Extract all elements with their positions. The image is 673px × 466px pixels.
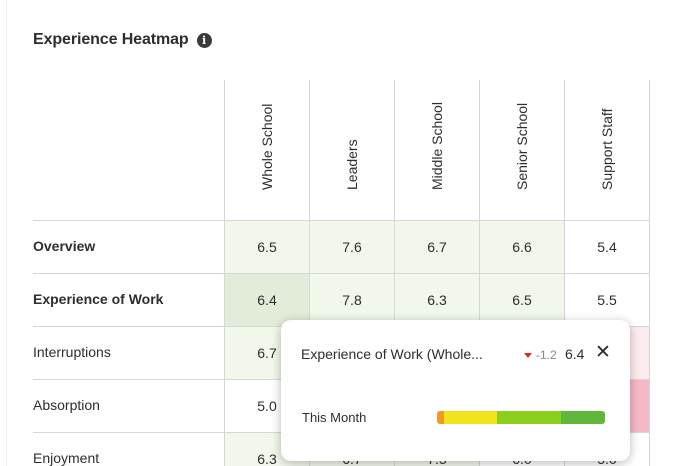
grid-horizontal-line xyxy=(33,273,650,274)
tooltip-score: 6.4 xyxy=(565,346,585,362)
triangle-down-icon xyxy=(524,352,532,358)
row-label[interactable]: Absorption xyxy=(33,397,100,413)
distribution-bar-segment xyxy=(497,411,562,424)
heatmap-cell[interactable]: 5.4 xyxy=(565,221,649,273)
distribution-bar-segment xyxy=(443,411,498,424)
distribution-bar xyxy=(437,411,605,424)
column-header-label: Support Staff xyxy=(598,108,615,190)
column-header[interactable]: Whole School xyxy=(224,80,309,220)
column-header-label: Senior School xyxy=(513,102,530,190)
tooltip-period-label: This Month xyxy=(302,410,367,425)
heatmap-cell[interactable]: 6.3 xyxy=(395,274,479,326)
heatmap-header: Experience Heatmap i xyxy=(33,29,212,51)
heatmap-cell[interactable]: 6.6 xyxy=(480,221,564,273)
tooltip-delta-value: -1.2 xyxy=(536,348,557,362)
row-label[interactable]: Interruptions xyxy=(33,344,111,360)
row-label[interactable]: Enjoyment xyxy=(33,450,100,466)
column-header-label: Whole School xyxy=(258,103,275,190)
close-icon[interactable]: ✕ xyxy=(595,342,611,363)
distribution-bar-segment xyxy=(561,411,605,424)
heatmap-cell[interactable]: 7.8 xyxy=(310,274,394,326)
column-header-label: Middle School xyxy=(428,102,445,190)
cell-tooltip: Experience of Work (Whole... -1.2 6.4 ✕ … xyxy=(281,320,630,461)
info-icon[interactable]: i xyxy=(196,32,212,48)
heatmap-cell[interactable]: 7.6 xyxy=(310,221,394,273)
column-header[interactable]: Senior School xyxy=(479,80,564,220)
tooltip-title: Experience of Work (Whole... xyxy=(301,346,483,362)
heatmap-cell[interactable]: 6.5 xyxy=(480,274,564,326)
heatmap-cell[interactable]: 6.4 xyxy=(225,274,309,326)
column-header[interactable]: Leaders xyxy=(309,80,394,220)
column-header[interactable]: Support Staff xyxy=(564,80,649,220)
column-header-label: Leaders xyxy=(343,139,360,190)
row-label[interactable]: Experience of Work xyxy=(33,291,164,307)
distribution-bar-segment xyxy=(437,411,444,424)
row-label[interactable]: Overview xyxy=(33,238,96,254)
heatmap-cell[interactable]: 6.7 xyxy=(395,221,479,273)
tooltip-delta: -1.2 xyxy=(524,348,557,362)
heatmap-cell[interactable]: 5.5 xyxy=(565,274,649,326)
column-header[interactable]: Middle School xyxy=(394,80,479,220)
grid-horizontal-line xyxy=(33,220,650,221)
page-title: Experience Heatmap xyxy=(33,31,189,48)
heatmap-cell[interactable]: 6.5 xyxy=(225,221,309,273)
